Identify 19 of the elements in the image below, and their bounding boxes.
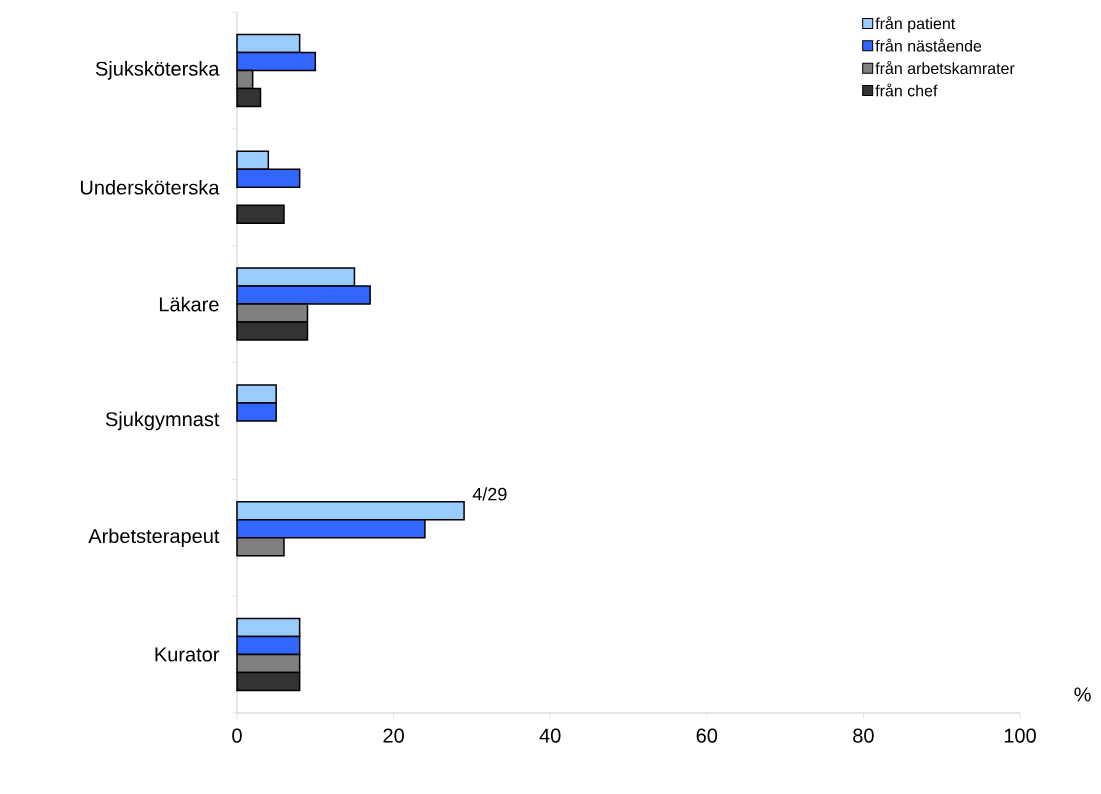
legend-label: från patient	[875, 16, 956, 33]
legend-label: från chef	[875, 83, 938, 97]
x-tick-label: 40	[539, 728, 561, 743]
legend-label: från nästående	[875, 38, 982, 52]
y-tick-label: Läkare	[159, 296, 219, 312]
x-tick-label: 80	[853, 728, 874, 743]
x-tick-label: 0	[232, 728, 242, 743]
x-tick-label: 100	[1004, 728, 1036, 743]
x-tick-label: 60	[696, 728, 718, 743]
y-tick-label: Kurator	[155, 647, 220, 662]
y-tick-label: Sjuksköterska	[95, 61, 220, 80]
y-tick-label: Undersköterska	[80, 179, 220, 195]
bar	[236, 204, 285, 224]
y-tick-label: Sjukgymnast	[105, 411, 220, 431]
annotation: 4/29	[472, 487, 507, 501]
x-axis-title: %	[1074, 687, 1091, 702]
legend-label: från arbetskamrater	[875, 61, 1015, 75]
x-tick-label: 20	[383, 728, 404, 743]
y-tick-label: Arbetsterapeut	[88, 528, 220, 548]
